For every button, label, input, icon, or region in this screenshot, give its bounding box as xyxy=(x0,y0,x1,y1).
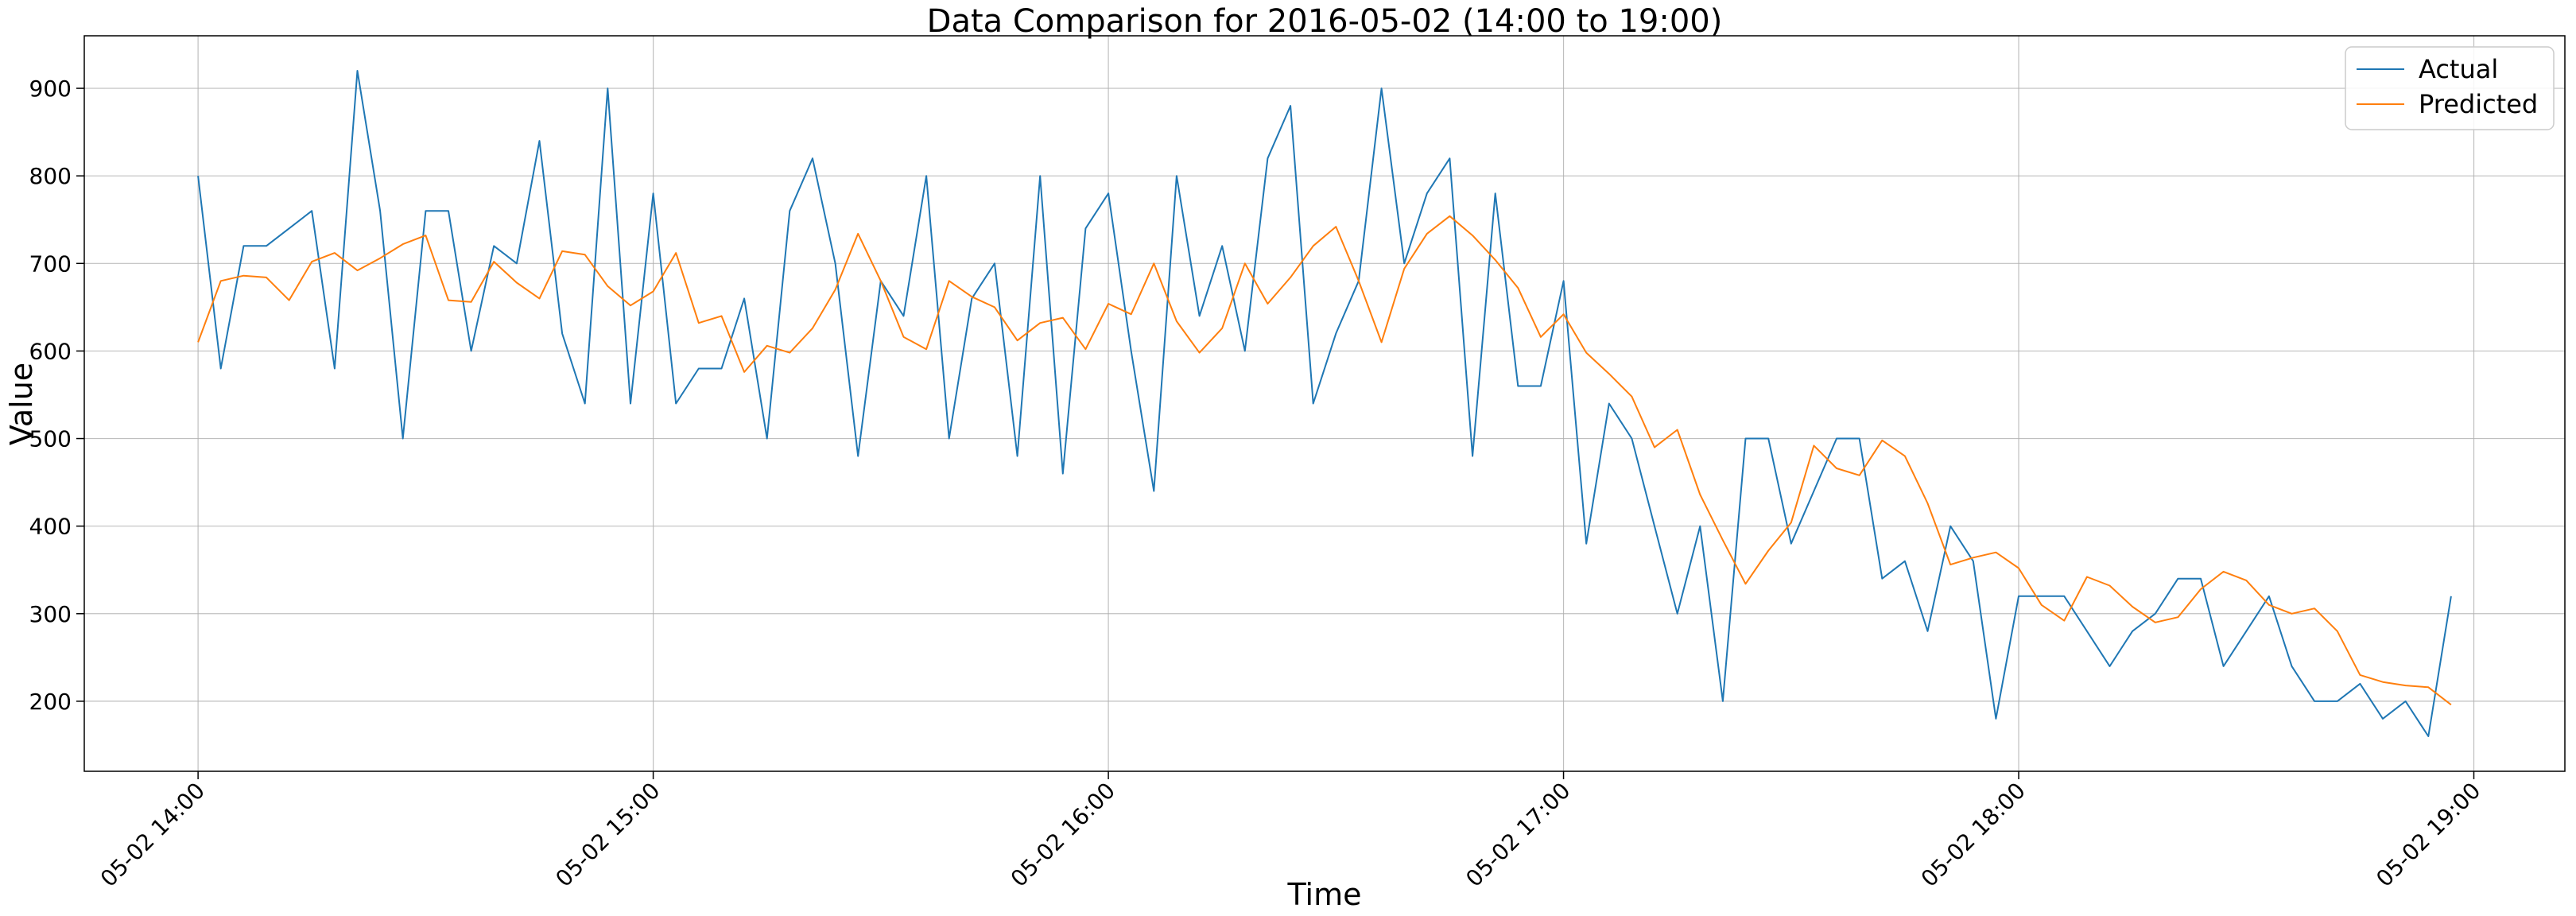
x-tick-label: 05-02 17:00 xyxy=(1461,778,1575,892)
legend-box xyxy=(2345,46,2555,130)
chart-title: Data Comparison for 2016-05-02 (14:00 to… xyxy=(927,3,1723,40)
y-tick-label: 600 xyxy=(29,338,72,364)
y-tick-label: 900 xyxy=(29,76,72,102)
series-layer xyxy=(197,70,2452,737)
y-axis-label: Value xyxy=(4,363,39,445)
x-tick-label: 05-02 16:00 xyxy=(1006,778,1120,892)
y-tick-label: 300 xyxy=(29,601,72,627)
grid xyxy=(84,36,2565,771)
y-tick-label: 700 xyxy=(29,250,72,277)
x-axis-label: Time xyxy=(1287,877,1362,912)
x-tick-label: 05-02 18:00 xyxy=(1916,778,2031,892)
plot-area-frame xyxy=(83,35,2566,772)
legend-label-predicted: Predicted xyxy=(2419,89,2538,119)
legend-label-actual: Actual xyxy=(2419,54,2498,84)
series-line-actual xyxy=(197,70,2452,737)
y-tick-label: 200 xyxy=(29,689,72,715)
y-tick-label: 500 xyxy=(29,426,72,452)
legend: Actual Predicted xyxy=(2345,46,2555,130)
series-line-predicted xyxy=(197,215,2452,706)
y-axis: 200 300 400 500 600 700 800 900 xyxy=(29,76,84,715)
x-tick-label: 05-02 14:00 xyxy=(95,778,210,892)
x-tick-label: 05-02 15:00 xyxy=(550,778,665,892)
x-axis: 05-02 14:00 05-02 15:00 05-02 16:00 05-02 1… xyxy=(95,771,2485,892)
x-tick-label: 05-02 19:00 xyxy=(2371,778,2485,892)
y-tick-label: 400 xyxy=(29,514,72,540)
y-tick-label: 800 xyxy=(29,163,72,189)
